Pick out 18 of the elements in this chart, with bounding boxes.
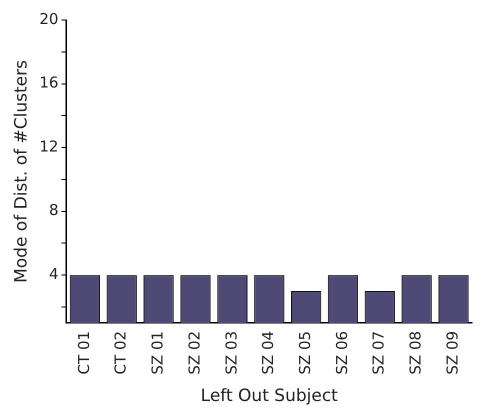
x-tick-label: SZ 04 <box>259 330 278 375</box>
x-tick-label: SZ 03 <box>222 330 240 375</box>
y-tick-label: 20 <box>39 10 58 28</box>
y-tick-label: 8 <box>48 201 58 220</box>
y-tick-label: 16 <box>39 74 58 92</box>
x-tick-label: SZ 02 <box>185 330 204 375</box>
x-tick-label: CT 02 <box>112 330 130 374</box>
x-tick-label: SZ 07 <box>370 330 388 375</box>
y-tick-label: 4 <box>48 265 58 284</box>
y-tick-label: 12 <box>39 137 58 156</box>
x-axis-title: Left Out Subject <box>200 386 338 406</box>
x-tick-label: SZ 06 <box>332 330 351 375</box>
y-axis-title: Mode of Dist. of #Clusters <box>12 60 32 283</box>
x-tick-label: SZ 01 <box>148 330 167 375</box>
x-tick-label: SZ 05 <box>296 330 314 375</box>
x-tick-label: SZ 09 <box>443 330 462 375</box>
x-tick-label: CT 01 <box>74 330 93 374</box>
x-tick-label: SZ 08 <box>406 330 425 375</box>
